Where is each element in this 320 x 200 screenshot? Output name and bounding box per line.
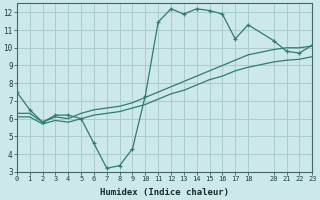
- X-axis label: Humidex (Indice chaleur): Humidex (Indice chaleur): [100, 188, 229, 197]
